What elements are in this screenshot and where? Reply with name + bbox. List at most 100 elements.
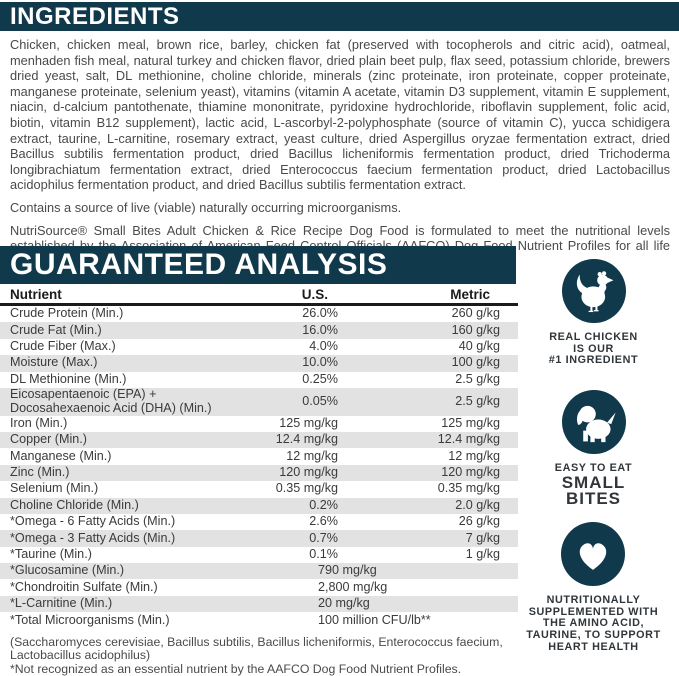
guaranteed-analysis-section: GUARANTEED ANALYSIS Nutrient U.S. Metric… — [0, 246, 518, 676]
badge-line: IS OUR — [573, 342, 614, 355]
column-header-metric: Metric — [450, 287, 490, 302]
heart-icon — [561, 521, 626, 586]
microorganisms-note: Contains a source of live (viable) natur… — [10, 199, 402, 215]
nutrient-cell: Crude Fiber (Max.) — [10, 339, 116, 354]
badge-small-bites: EASY TO EAT SMALL BITES — [555, 390, 632, 508]
table-row: *Chondroitin Sulfate (Min.) 2,800 mg/kg — [0, 579, 518, 595]
nutrient-cell: Eicosapentaenoic (EPA) + Docosahexaenoic… — [10, 386, 212, 415]
badge-heart-health-caption: NUTRITIONALLY SUPPLEMENTED WITH THE AMIN… — [526, 593, 661, 654]
guaranteed-analysis-title: GUARANTEED ANALYSIS — [0, 246, 516, 284]
metric-value-cell: 120 mg/kg — [441, 465, 500, 480]
nutrient-cell: *Omega - 3 Fatty Acids (Min.) — [10, 530, 176, 545]
metric-value-cell: 7 g/kg — [465, 530, 500, 545]
badge-small-bites-kicker: EASY TO EAT — [554, 462, 633, 475]
badge-small-bites-caption: SMALL BITES — [562, 474, 626, 509]
span-value-cell: 790 mg/kg — [318, 563, 377, 578]
us-value-cell: 26.0% — [302, 306, 338, 321]
metric-value-cell: 0.35 mg/kg — [437, 481, 500, 496]
us-value-cell: 0.2% — [309, 497, 338, 512]
nutrient-cell: *Omega - 6 Fatty Acids (Min.) — [10, 514, 176, 529]
metric-value-cell: 2.5 g/kg — [455, 371, 500, 386]
badge-line: HEART HEALTH — [548, 640, 639, 653]
table-row: *Omega - 3 Fatty Acids (Min.) 0.7% 7 g/kg — [0, 530, 518, 547]
nutrient-cell: DL Methionine (Min.) — [10, 371, 127, 386]
us-value-cell: 0.05% — [302, 393, 338, 408]
us-value-cell: 12.4 mg/kg — [275, 432, 338, 447]
table-row: *Total Microorganisms (Min.) 100 million … — [0, 612, 518, 628]
span-value-cell: 100 million CFU/lb** — [318, 612, 431, 627]
badge-line: TAURINE, TO SUPPORT — [526, 628, 661, 641]
nutrient-cell: *L-Carnitine (Min.) — [10, 596, 113, 611]
table-row: *Glucosamine (Min.) 790 mg/kg — [0, 563, 518, 580]
us-value-cell: 0.25% — [302, 371, 338, 386]
badge-line: THE AMINO ACID, — [542, 617, 645, 630]
nutrient-cell: *Total Microorganisms (Min.) — [10, 612, 170, 627]
metric-value-cell: 12 mg/kg — [448, 448, 500, 463]
nutrient-cell: Crude Fat (Min.) — [10, 322, 102, 337]
metric-value-cell: 2.5 g/kg — [455, 393, 500, 408]
table-row: Crude Fat (Min.) 16.0% 160 g/kg — [0, 322, 518, 339]
badge-line: #1 INGREDIENT — [548, 354, 639, 367]
table-header-row: Nutrient U.S. Metric — [0, 287, 518, 306]
table-row: *Omega - 6 Fatty Acids (Min.) 2.6% 26 g/kg — [0, 514, 518, 530]
badge-line: REAL CHICKEN — [549, 331, 638, 343]
span-value-cell: 2,800 mg/kg — [318, 579, 388, 594]
metric-value-cell: 160 g/kg — [451, 322, 500, 337]
badge-line: SUPPLEMENTED WITH — [528, 605, 659, 618]
table-row: Manganese (Min.) 12 mg/kg 12 mg/kg — [0, 448, 518, 464]
us-value-cell: 12 mg/kg — [286, 448, 338, 463]
metric-value-cell: 1 g/kg — [465, 546, 500, 561]
us-value-cell: 125 mg/kg — [279, 415, 338, 430]
nutrient-cell: Zinc (Min.) — [10, 465, 70, 480]
nutrient-cell: Selenium (Min.) — [10, 481, 99, 496]
column-header-nutrient: Nutrient — [10, 287, 62, 302]
table-row: *L-Carnitine (Min.) 20 mg/kg — [0, 595, 518, 613]
us-value-cell: 10.0% — [302, 355, 338, 370]
badge-real-chicken-caption: REAL CHICKEN IS OUR #1 INGREDIENT — [548, 331, 639, 367]
nutrient-cell: *Taurine (Min.) — [10, 546, 92, 561]
nutrient-cell: Copper (Min.) — [10, 432, 87, 447]
nutrient-cell: Moisture (Max.) — [10, 355, 98, 370]
badge-line: BITES — [565, 489, 622, 509]
metric-value-cell: 125 mg/kg — [441, 415, 500, 430]
chicken-icon — [561, 259, 626, 323]
ingredients-section-title: INGREDIENTS — [0, 2, 679, 31]
us-value-cell: 4.0% — [309, 339, 338, 354]
nutrient-cell: *Chondroitin Sulfate (Min.) — [10, 579, 158, 594]
ingredients-text-block: Chicken, chicken meal, brown rice, barle… — [10, 37, 670, 276]
badge-real-chicken: REAL CHICKEN IS OUR #1 INGREDIENT — [549, 259, 638, 367]
footnote-microorganism-species: (Saccharomyces cerevisiae, Bacillus subt… — [10, 634, 503, 663]
table-row: Zinc (Min.) 120 mg/kg 120 mg/kg — [0, 464, 518, 482]
table-row: Copper (Min.) 12.4 mg/kg 12.4 mg/kg — [0, 431, 518, 449]
dog-icon — [561, 390, 626, 455]
benefit-badges-rail: REAL CHICKEN IS OUR #1 INGREDIENT EASY T… — [508, 246, 679, 653]
nutrient-cell: Iron (Min.) — [10, 415, 68, 430]
badge-line: NUTRITIONALLY — [546, 593, 641, 606]
table-row: DL Methionine (Min.) 0.25% 2.5 g/kg — [0, 372, 518, 388]
span-value-cell: 20 mg/kg — [318, 596, 370, 611]
nutrient-cell: Manganese (Min.) — [10, 448, 112, 463]
badge-heart-health: NUTRITIONALLY SUPPLEMENTED WITH THE AMIN… — [526, 521, 661, 654]
metric-value-cell: 100 g/kg — [451, 355, 500, 370]
nutrient-cell: Choline Chloride (Min.) — [10, 497, 139, 512]
us-value-cell: 0.1% — [309, 546, 338, 561]
nutrient-cell: Crude Protein (Min.) — [10, 306, 124, 321]
table-row: Choline Chloride (Min.) 0.2% 2.0 g/kg — [0, 497, 518, 514]
us-value-cell: 16.0% — [302, 322, 338, 337]
footnote-not-recognized: *Not recognized as an essential nutrient… — [10, 661, 462, 676]
nutrient-cell: *Glucosamine (Min.) — [10, 563, 125, 578]
metric-value-cell: 40 g/kg — [458, 339, 500, 354]
us-value-cell: 120 mg/kg — [279, 465, 338, 480]
table-row: Iron (Min.) 125 mg/kg 125 mg/kg — [0, 416, 518, 432]
metric-value-cell: 26 g/kg — [458, 514, 500, 529]
table-row: Eicosapentaenoic (EPA) + Docosahexaenoic… — [0, 386, 518, 416]
table-row: *Taurine (Min.) 0.1% 1 g/kg — [0, 547, 518, 563]
footnotes-block: (Saccharomyces cerevisiae, Bacillus subt… — [0, 634, 510, 676]
ga-table-body: Crude Protein (Min.) 26.0% 260 g/kg Crude F… — [0, 306, 518, 629]
ingredients-list-paragraph: Chicken, chicken meal, brown rice, barle… — [10, 37, 670, 193]
table-row: Moisture (Max.) 10.0% 100 g/kg — [0, 355, 518, 372]
table-row: Crude Protein (Min.) 26.0% 260 g/kg — [0, 306, 518, 322]
us-value-cell: 0.35 mg/kg — [275, 481, 338, 496]
column-header-us: U.S. — [301, 287, 328, 302]
